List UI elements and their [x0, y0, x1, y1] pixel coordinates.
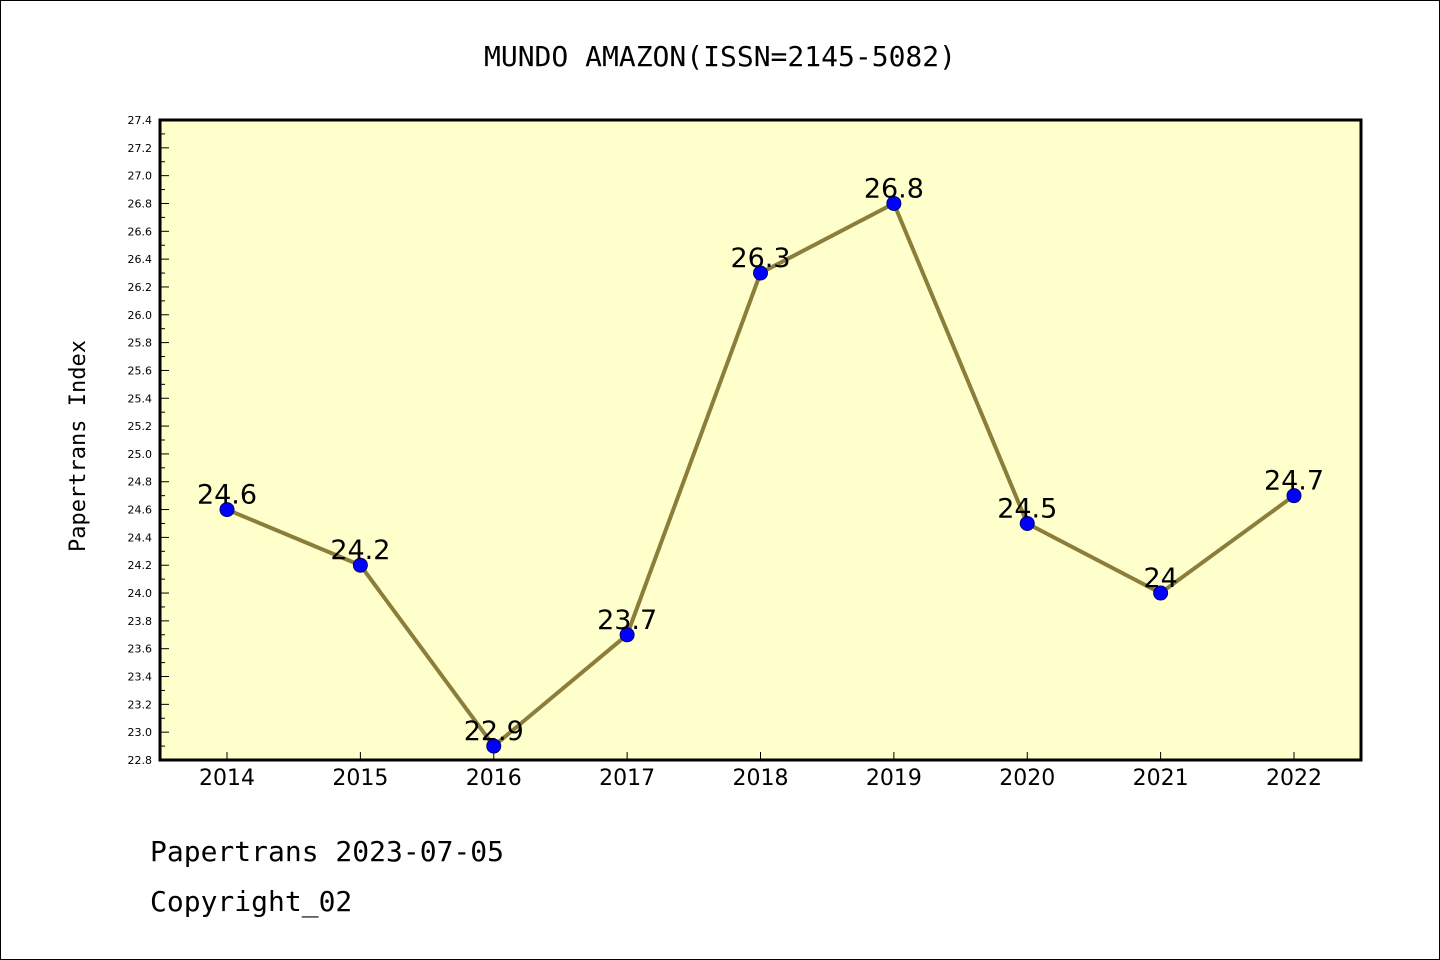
x-tick-label: 2021: [1133, 766, 1189, 791]
data-label: 24.5: [997, 493, 1057, 524]
y-tick-label: 27.4: [128, 114, 153, 127]
y-tick-label: 25.2: [128, 420, 153, 433]
data-label: 24.6: [197, 480, 257, 511]
data-point: [619, 627, 635, 643]
x-tick-label: 2018: [733, 766, 789, 791]
data-point: [1019, 515, 1035, 531]
x-tick-label: 2020: [999, 766, 1055, 791]
y-tick-label: 27.0: [128, 170, 153, 183]
data-point: [1286, 488, 1302, 504]
x-tick-label: 2019: [866, 766, 922, 791]
y-tick-label: 26.6: [128, 225, 153, 238]
y-tick-label: 25.4: [128, 392, 153, 405]
data-label: 24.7: [1264, 466, 1324, 497]
data-point: [486, 738, 502, 754]
y-tick-label: 27.2: [128, 142, 153, 155]
y-axis: 22.8 23.0 23.2 23.4 23.6 23.8 24.0 24.2 24.4 24.6…: [128, 114, 169, 767]
data-point: [352, 557, 368, 573]
y-tick-label: 26.4: [128, 253, 153, 266]
data-point: [886, 195, 902, 211]
y-tick-label: 26.8: [128, 197, 153, 210]
x-tick-label: 2017: [599, 766, 655, 791]
x-tick-label: 2016: [466, 766, 522, 791]
data-label: 22.9: [464, 716, 524, 747]
y-tick-label: 23.2: [128, 698, 153, 711]
y-tick-label: 23.8: [128, 615, 153, 628]
y-tick-label: 23.0: [128, 726, 153, 739]
y-tick-label: 24.2: [128, 559, 153, 572]
y-tick-label: 25.0: [128, 448, 153, 461]
data-label: 26.3: [730, 243, 790, 274]
data-label: 23.7: [597, 605, 657, 636]
series-markers: [219, 195, 1302, 754]
y-tick-label: 26.0: [128, 309, 153, 322]
x-axis: 2014 2015 2016 2017 2018 2019 2020 2021 2022: [199, 752, 1322, 791]
x-tick-label: 2014: [199, 766, 255, 791]
plot-area: [158, 118, 1363, 762]
y-axis-label: Papertrans Index: [66, 340, 91, 552]
y-tick-label: 25.8: [128, 337, 153, 350]
data-label: 24.2: [330, 535, 390, 566]
y-tick-label: 24.8: [128, 476, 153, 489]
x-tick-label: 2015: [332, 766, 388, 791]
y-tick-label: 22.8: [128, 754, 153, 767]
data-labels: 24.6 24.2 22.9 23.7 26.3 26.8 24.5 24 24.7: [197, 173, 1324, 747]
data-point: [753, 265, 768, 281]
y-tick-label: 23.6: [128, 643, 153, 656]
y-tick-label: 25.6: [128, 364, 153, 377]
y-tick-label: 24.6: [128, 504, 153, 517]
y-tick-label: 26.2: [128, 281, 153, 294]
data-label: 24: [1143, 563, 1177, 594]
data-label: 26.8: [864, 173, 924, 204]
data-point: [1153, 585, 1169, 601]
data-point: [219, 502, 235, 518]
y-tick-label: 24.4: [128, 531, 153, 544]
footer-date-line: Papertrans 2023-07-05: [150, 835, 505, 868]
y-tick-label: 24.0: [128, 587, 153, 600]
footer-copyright: Copyright_02: [150, 885, 353, 918]
y-tick-label: 23.4: [128, 671, 153, 684]
chart-title: MUNDO AMAZON(ISSN=2145-5082): [484, 40, 956, 73]
x-tick-label: 2022: [1266, 766, 1322, 791]
